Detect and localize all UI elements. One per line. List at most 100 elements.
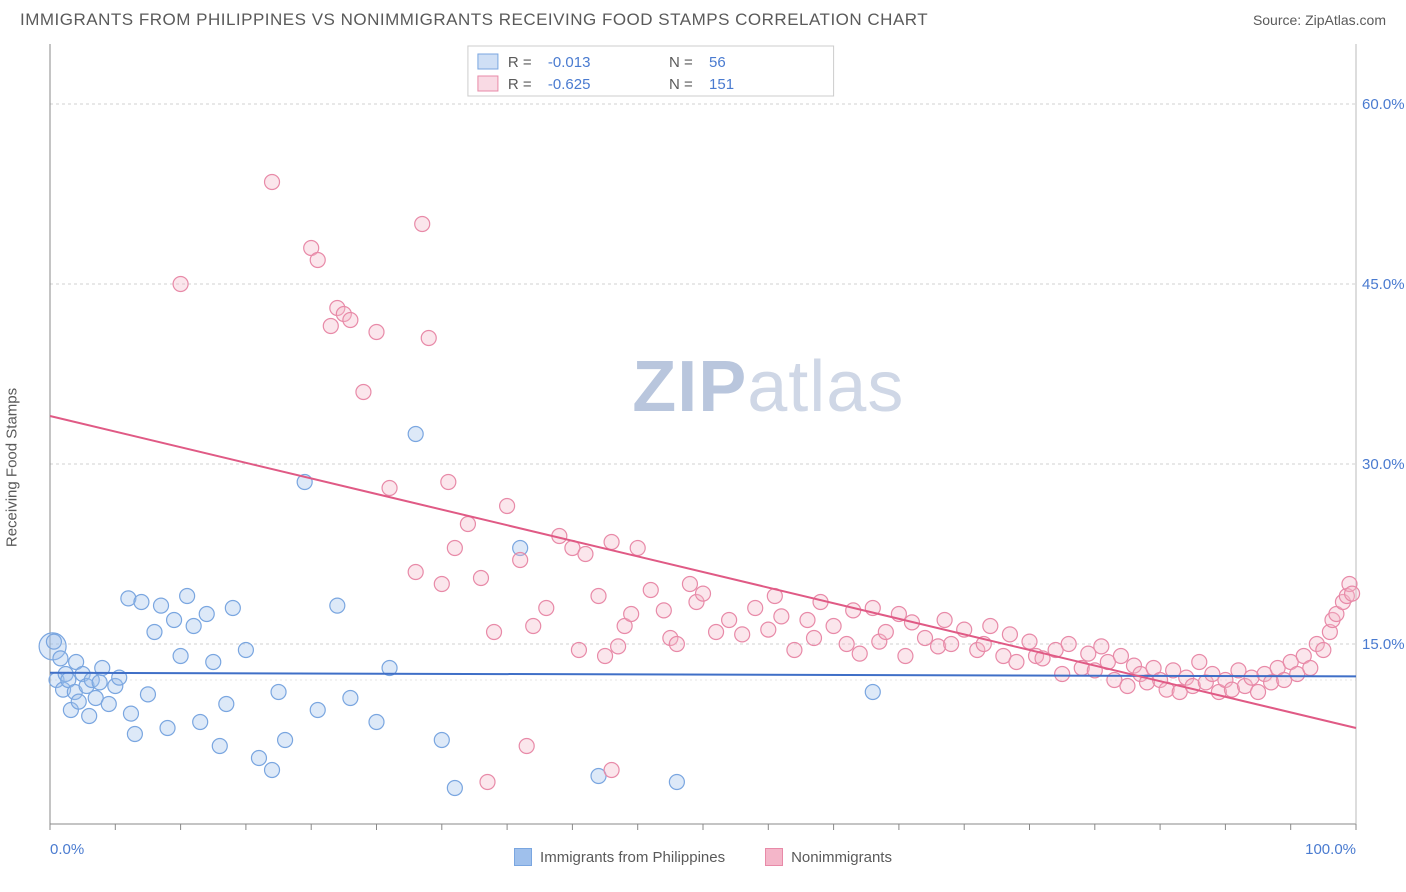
data-point-nonimmigrants [421,331,436,346]
legend-n-value: 151 [709,76,734,93]
data-point-nonimmigrants [669,637,684,652]
data-point-immigrants [180,589,195,604]
data-point-nonimmigrants [1061,637,1076,652]
data-point-immigrants [408,427,423,442]
data-point-nonimmigrants [447,541,462,556]
data-point-nonimmigrants [696,586,711,601]
data-point-immigrants [140,687,155,702]
data-point-nonimmigrants [735,627,750,642]
data-point-nonimmigrants [787,643,802,658]
data-point-nonimmigrants [1022,634,1037,649]
data-point-immigrants [154,598,169,613]
data-point-nonimmigrants [1055,667,1070,682]
data-point-nonimmigrants [931,639,946,654]
data-point-nonimmigrants [839,637,854,652]
data-point-nonimmigrants [807,631,822,646]
data-point-nonimmigrants [800,613,815,628]
data-point-immigrants [123,706,138,721]
y-tick-label: 45.0% [1362,276,1405,293]
data-point-nonimmigrants [748,601,763,616]
data-point-immigrants [669,775,684,790]
legend-label: Nonimmigrants [791,849,892,866]
legend-r-label: R = [508,76,532,93]
data-point-nonimmigrants [709,625,724,640]
data-point-nonimmigrants [369,325,384,340]
data-point-nonimmigrants [571,643,586,658]
legend-item-immigrants: Immigrants from Philippines [514,848,725,866]
data-point-nonimmigrants [1192,655,1207,670]
data-point-immigrants [251,751,266,766]
data-point-immigrants [238,643,253,658]
data-point-nonimmigrants [415,217,430,232]
data-point-immigrants [310,703,325,718]
data-point-immigrants [434,733,449,748]
data-point-nonimmigrants [1009,655,1024,670]
data-point-immigrants [134,595,149,610]
data-point-nonimmigrants [408,565,423,580]
data-point-nonimmigrants [611,639,626,654]
data-point-nonimmigrants [310,253,325,268]
data-point-nonimmigrants [323,319,338,334]
data-point-immigrants [186,619,201,634]
y-tick-label: 30.0% [1362,456,1405,473]
data-point-immigrants [147,625,162,640]
plot-area: ZIPatlas R =-0.013N =56R =-0.625N =151 1… [50,44,1356,824]
data-point-immigrants [193,715,208,730]
data-point-nonimmigrants [826,619,841,634]
data-point-nonimmigrants [898,649,913,664]
data-point-nonimmigrants [983,619,998,634]
data-point-nonimmigrants [1002,627,1017,642]
legend-item-nonimmigrants: Nonimmigrants [765,848,892,866]
data-point-nonimmigrants [1316,643,1331,658]
data-point-nonimmigrants [1120,679,1135,694]
data-point-nonimmigrants [682,577,697,592]
source-attribution: Source: ZipAtlas.com [1253,12,1386,28]
data-point-nonimmigrants [343,313,358,328]
chart-container: Receiving Food Stamps ZIPatlas R =-0.013… [0,34,1406,884]
data-point-immigrants [127,727,142,742]
data-point-nonimmigrants [643,583,658,598]
legend-r-value: -0.013 [548,54,591,71]
legend-swatch-blue [514,848,532,866]
data-point-nonimmigrants [173,277,188,292]
data-point-nonimmigrants [1345,586,1360,601]
legend-n-label: N = [669,76,693,93]
data-point-nonimmigrants [500,499,515,514]
data-point-nonimmigrants [918,631,933,646]
legend-n-value: 56 [709,54,726,71]
legend-swatch-nonimmigrants [478,76,498,91]
y-tick-label: 15.0% [1362,636,1405,653]
data-point-nonimmigrants [441,475,456,490]
data-point-nonimmigrants [513,553,528,568]
data-point-nonimmigrants [944,637,959,652]
data-point-nonimmigrants [539,601,554,616]
data-point-nonimmigrants [578,547,593,562]
data-point-nonimmigrants [480,775,495,790]
data-point-immigrants [206,655,221,670]
data-point-immigrants [369,715,384,730]
data-point-nonimmigrants [1094,639,1109,654]
legend-n-label: N = [669,54,693,71]
data-point-immigrants [278,733,293,748]
legend-r-value: -0.625 [548,76,591,93]
data-point-immigrants [225,601,240,616]
data-point-nonimmigrants [1303,661,1318,676]
bottom-legend: Immigrants from Philippines Nonimmigrant… [0,848,1406,866]
data-point-nonimmigrants [878,625,893,640]
data-point-immigrants [46,634,61,649]
data-point-immigrants [173,649,188,664]
data-point-nonimmigrants [598,649,613,664]
data-point-nonimmigrants [774,609,789,624]
data-point-immigrants [330,598,345,613]
data-point-immigrants [271,685,286,700]
data-point-immigrants [53,651,68,666]
data-point-nonimmigrants [937,613,952,628]
data-point-nonimmigrants [761,622,776,637]
data-point-nonimmigrants [1251,685,1266,700]
trend-line-nonimmigrants [50,416,1356,728]
data-point-immigrants [92,675,107,690]
data-point-immigrants [219,697,234,712]
data-point-nonimmigrants [434,577,449,592]
data-point-immigrants [101,697,116,712]
legend-swatch-immigrants [478,54,498,69]
